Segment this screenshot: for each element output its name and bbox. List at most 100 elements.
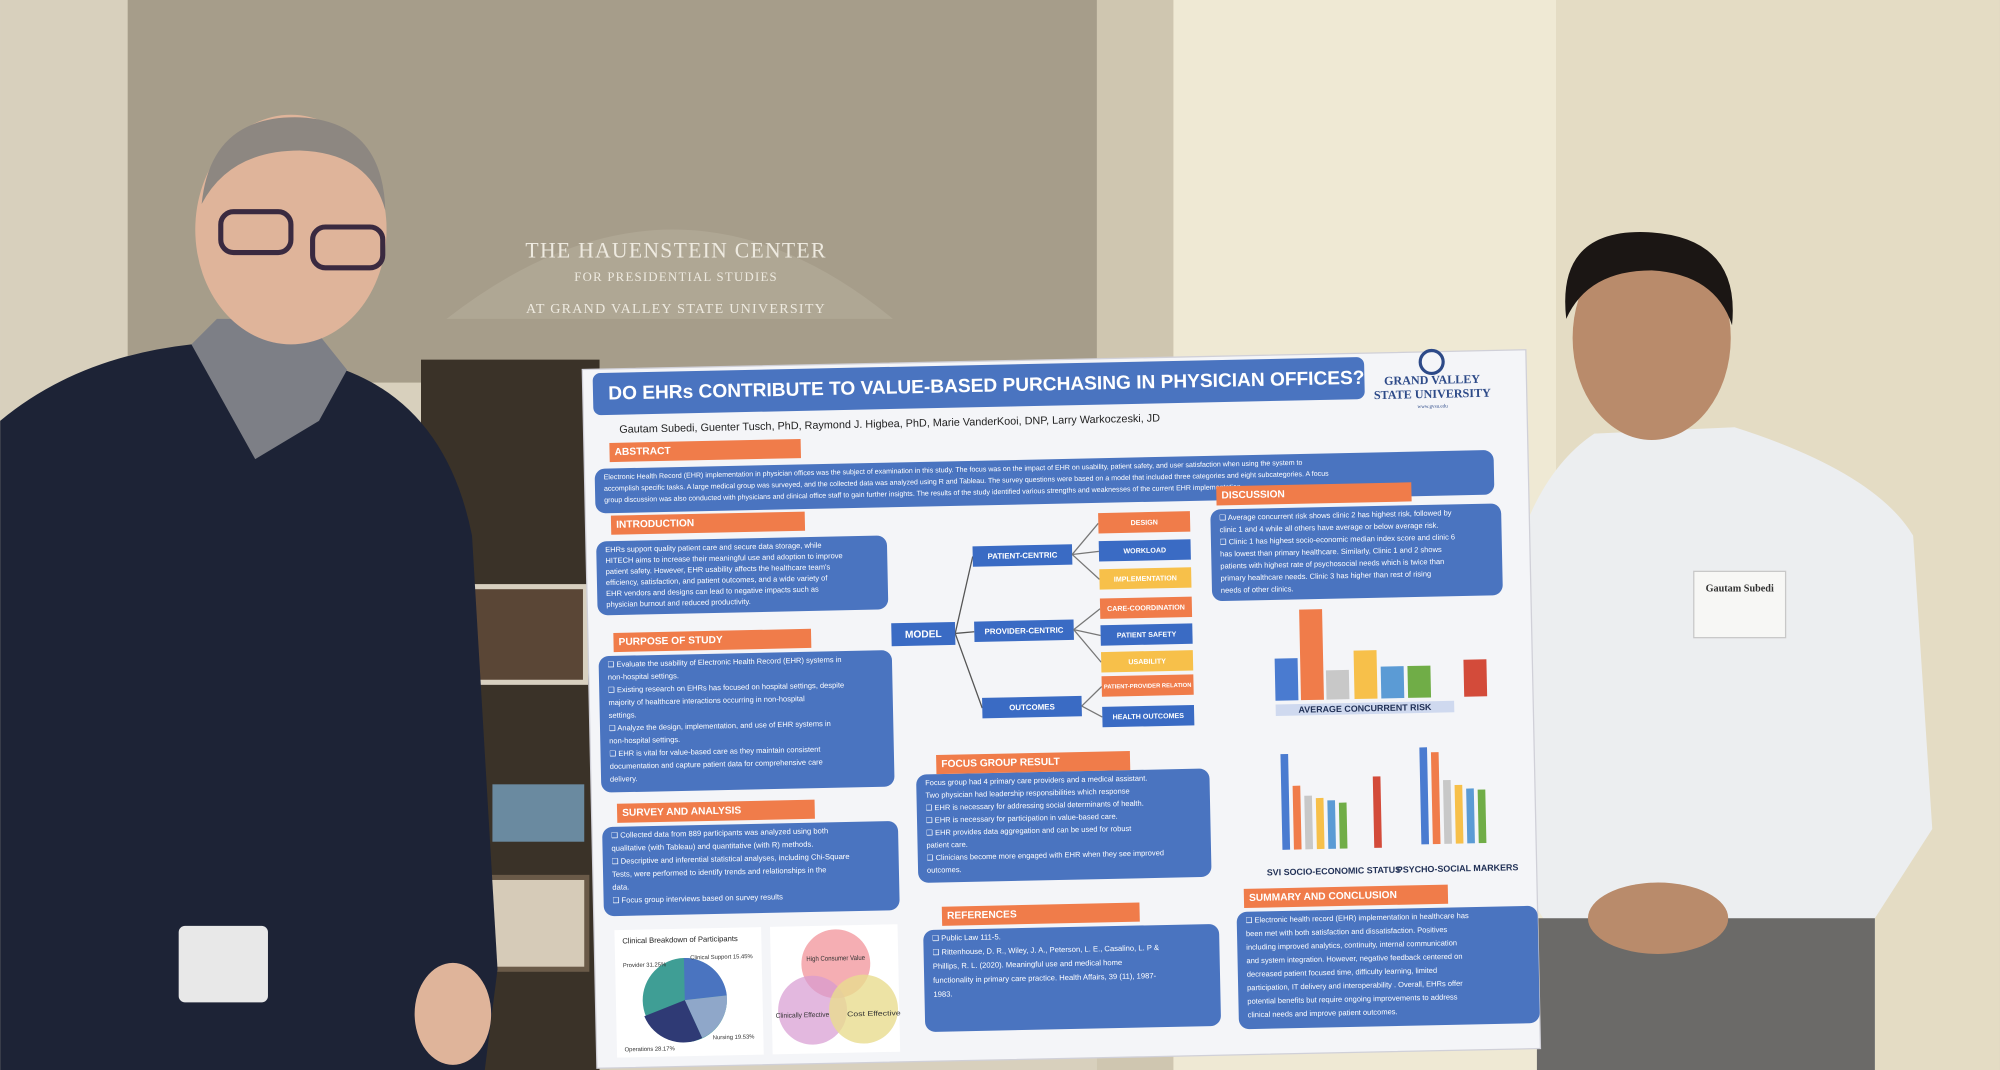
section-heading-bg [936, 750, 1131, 775]
connector [1073, 629, 1101, 637]
section-box [923, 924, 1221, 1032]
section-box [596, 535, 889, 616]
bar [1380, 666, 1405, 699]
text: needs of other clinics. [1221, 584, 1294, 595]
connector [1071, 553, 1100, 580]
text: EHR vendors and designs can lead to nega… [606, 585, 819, 598]
text: Clinically Effective [776, 1012, 830, 1020]
text: PATIENT-PROVIDER RELATION [1104, 683, 1192, 691]
item-box [1098, 539, 1191, 562]
text: FOR PRESIDENTIAL STUDIES [574, 270, 778, 284]
connector [955, 631, 975, 635]
text: Provider 31.25% [623, 962, 666, 969]
text: Gautam Subedi [1706, 584, 1774, 595]
item-box [1101, 650, 1194, 673]
text: non-hospital settings. [609, 735, 680, 745]
person-right-face [1572, 235, 1731, 440]
text: REFERENCES [947, 909, 1017, 921]
id-card [178, 925, 268, 1003]
bar [1304, 795, 1314, 850]
glasses [218, 209, 294, 256]
text: OUTCOMES [1009, 702, 1055, 712]
text: PATIENT SAFETY [1117, 630, 1177, 639]
text: GRAND VALLEY [1384, 372, 1481, 388]
item-box [1102, 704, 1195, 728]
item-box [1101, 674, 1194, 697]
bar [1325, 669, 1350, 700]
section-heading-bg [1216, 482, 1412, 506]
bar-chart [1274, 609, 1488, 717]
text: PSYCHO-SOCIAL MARKERS [1397, 862, 1519, 875]
name-badge [1693, 570, 1787, 639]
text: INTRODUCTION [616, 518, 694, 531]
person-left-sweater [0, 344, 498, 1070]
text: FOCUS GROUP RESULT [941, 757, 1060, 770]
bar [1299, 609, 1324, 701]
item-box [1099, 567, 1192, 590]
text: ❑ EHR provides data aggregation and can … [926, 824, 1132, 837]
text: DISCUSSION [1221, 489, 1285, 501]
bar [1274, 658, 1299, 701]
text: EHRs support quality patient care and se… [605, 541, 822, 555]
person-left-collar [191, 318, 348, 460]
text: 1983. [933, 990, 952, 999]
text: settings. [609, 710, 637, 720]
bar [1315, 797, 1325, 850]
section-box [598, 650, 895, 793]
bar [1454, 784, 1464, 844]
section-heading-bg [1243, 884, 1449, 909]
text: delivery. [610, 774, 638, 784]
item-box [1098, 511, 1191, 534]
hands [1587, 882, 1729, 954]
logo-mark [1418, 348, 1445, 376]
item-box [1100, 623, 1193, 646]
text: High Consumer Value [806, 955, 865, 963]
venn-circle [829, 974, 898, 1044]
poster: DO EHRs CONTRIBUTE TO VALUE-BASED PURCHA… [581, 348, 1542, 1069]
text: Clinical Breakdown of Participants [622, 934, 738, 945]
bar-chart [1419, 747, 1487, 845]
text: been met with both satisfaction and diss… [1246, 925, 1448, 938]
connector [954, 556, 974, 634]
text: Tests, were performed to identify trends… [612, 865, 827, 878]
text: outcomes. [927, 865, 962, 875]
bar [1477, 789, 1487, 844]
pie-slice [684, 995, 727, 1039]
bar [1327, 800, 1337, 849]
section-box [916, 768, 1212, 883]
bar [1292, 785, 1302, 850]
section-box [1210, 503, 1503, 602]
glasses [310, 224, 386, 271]
venn-circle [778, 975, 847, 1045]
text: non-hospital settings. [608, 671, 679, 681]
connector [1071, 522, 1099, 555]
text: Cost Effective [847, 1010, 901, 1018]
photo-frame [492, 784, 585, 842]
text: PATIENT-CENTRIC [987, 550, 1057, 560]
bar [1338, 802, 1348, 849]
text: primary healthcare needs. Clinic 3 has h… [1221, 569, 1432, 582]
glass-sign [446, 229, 893, 319]
bar [1280, 754, 1291, 850]
text: physician burnout and reduced productivi… [606, 597, 751, 609]
text: qualitative (with Tableau) and quantitat… [611, 840, 813, 853]
model-box [891, 621, 956, 647]
pie-slice [644, 1000, 703, 1043]
pie-slice [683, 958, 727, 1001]
connector [1081, 686, 1103, 707]
bar-chart [1280, 754, 1382, 850]
bar [1353, 650, 1378, 700]
text: clinical needs and improve patient outco… [1248, 1007, 1398, 1019]
text: STATE UNIVERSITY [1374, 386, 1492, 402]
branch-box [972, 544, 1073, 567]
text: PURPOSE OF STUDY [619, 635, 724, 648]
section-heading-bg [610, 511, 806, 535]
text: ❑ Public Law 111-5. [932, 932, 1001, 942]
text: SUMMARY AND CONCLUSION [1249, 890, 1397, 904]
item-box [1099, 596, 1193, 619]
text: SVI SOCIO-ECONOMIC STATUS [1267, 865, 1401, 878]
text: and system integration. However, negativ… [1246, 952, 1462, 966]
branch-box [974, 619, 1074, 642]
text: ABSTRACT [615, 446, 672, 458]
text: ❑ EHR is necessary for participation in … [926, 812, 1118, 825]
